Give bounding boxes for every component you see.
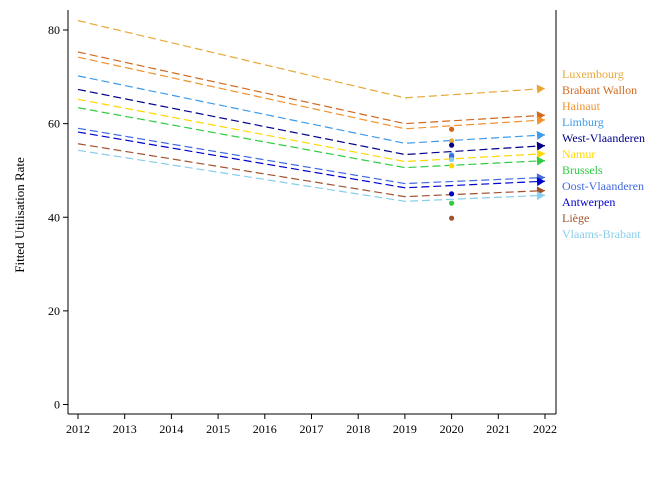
y-tick-label: 60: [48, 117, 60, 131]
legend-entry: Namur: [562, 147, 595, 161]
y-tick-label: 40: [48, 210, 60, 224]
x-tick-label: 2012: [66, 422, 90, 436]
x-tick-label: 2015: [206, 422, 230, 436]
observed-point: [449, 138, 455, 144]
series-arrowhead: [536, 115, 545, 125]
legend-entry: Vlaams-Brabant: [562, 227, 641, 241]
series-line: [77, 75, 546, 144]
x-tick-label: 2020: [440, 422, 464, 436]
x-tick-label: 2019: [393, 422, 417, 436]
legend-entry: Antwerpen: [562, 195, 615, 209]
observed-point: [449, 200, 455, 206]
observed-point: [449, 191, 455, 197]
series-layer: [77, 20, 546, 202]
legend-entry: Liège: [562, 211, 589, 225]
series-arrowhead: [536, 130, 545, 140]
legend-entry: Brabant Wallon: [562, 83, 637, 97]
series-arrowhead: [536, 177, 545, 187]
series-line: [77, 20, 546, 99]
x-tick-label: 2018: [346, 422, 370, 436]
y-tick-label: 0: [54, 398, 60, 412]
observed-point: [449, 142, 455, 148]
observed-points-layer: [449, 126, 455, 221]
series-line: [77, 131, 546, 189]
x-tick-label: 2021: [486, 422, 510, 436]
x-tick-label: 2022: [533, 422, 557, 436]
y-tick-label: 80: [48, 23, 60, 37]
series-arrowhead: [536, 191, 545, 201]
axis-layer: 2012 2013 2014 2015 2016 2017 2018 2019 2020 2021…: [48, 23, 557, 436]
legend-entry: Limburg: [562, 115, 604, 129]
series-line: [77, 143, 546, 198]
legend-entry: Oost-Vlaanderen: [562, 179, 644, 193]
observed-point: [449, 163, 455, 169]
x-tick-label: 2013: [113, 422, 137, 436]
legend-entry: Hainaut: [562, 99, 601, 113]
series-line: [77, 88, 546, 156]
legend: Luxembourg Brabant Wallon Hainaut Limburg We…: [562, 67, 645, 241]
series-arrowhead: [536, 141, 545, 151]
legend-entry: Luxembourg: [562, 67, 624, 81]
observed-point: [449, 215, 455, 221]
y-tick-label: 20: [48, 304, 60, 318]
observed-point: [449, 126, 455, 132]
series-line: [77, 149, 546, 202]
series-arrowhead: [536, 156, 545, 166]
series-line: [77, 107, 546, 169]
series-line: [77, 51, 546, 125]
x-tick-label: 2016: [253, 422, 277, 436]
series-arrowhead: [536, 149, 545, 159]
series-arrowhead: [536, 84, 545, 94]
legend-entry: Brussels: [562, 163, 603, 177]
series-line: [77, 98, 546, 163]
x-tick-label: 2017: [300, 422, 324, 436]
series-line: [77, 127, 546, 185]
x-tick-label: 2014: [159, 422, 183, 436]
y-axis-title: Fitted Utilisation Rate: [12, 157, 27, 273]
series-line: [77, 56, 546, 130]
legend-entry: West-Vlaanderen: [562, 131, 645, 145]
observed-point: [449, 157, 455, 163]
